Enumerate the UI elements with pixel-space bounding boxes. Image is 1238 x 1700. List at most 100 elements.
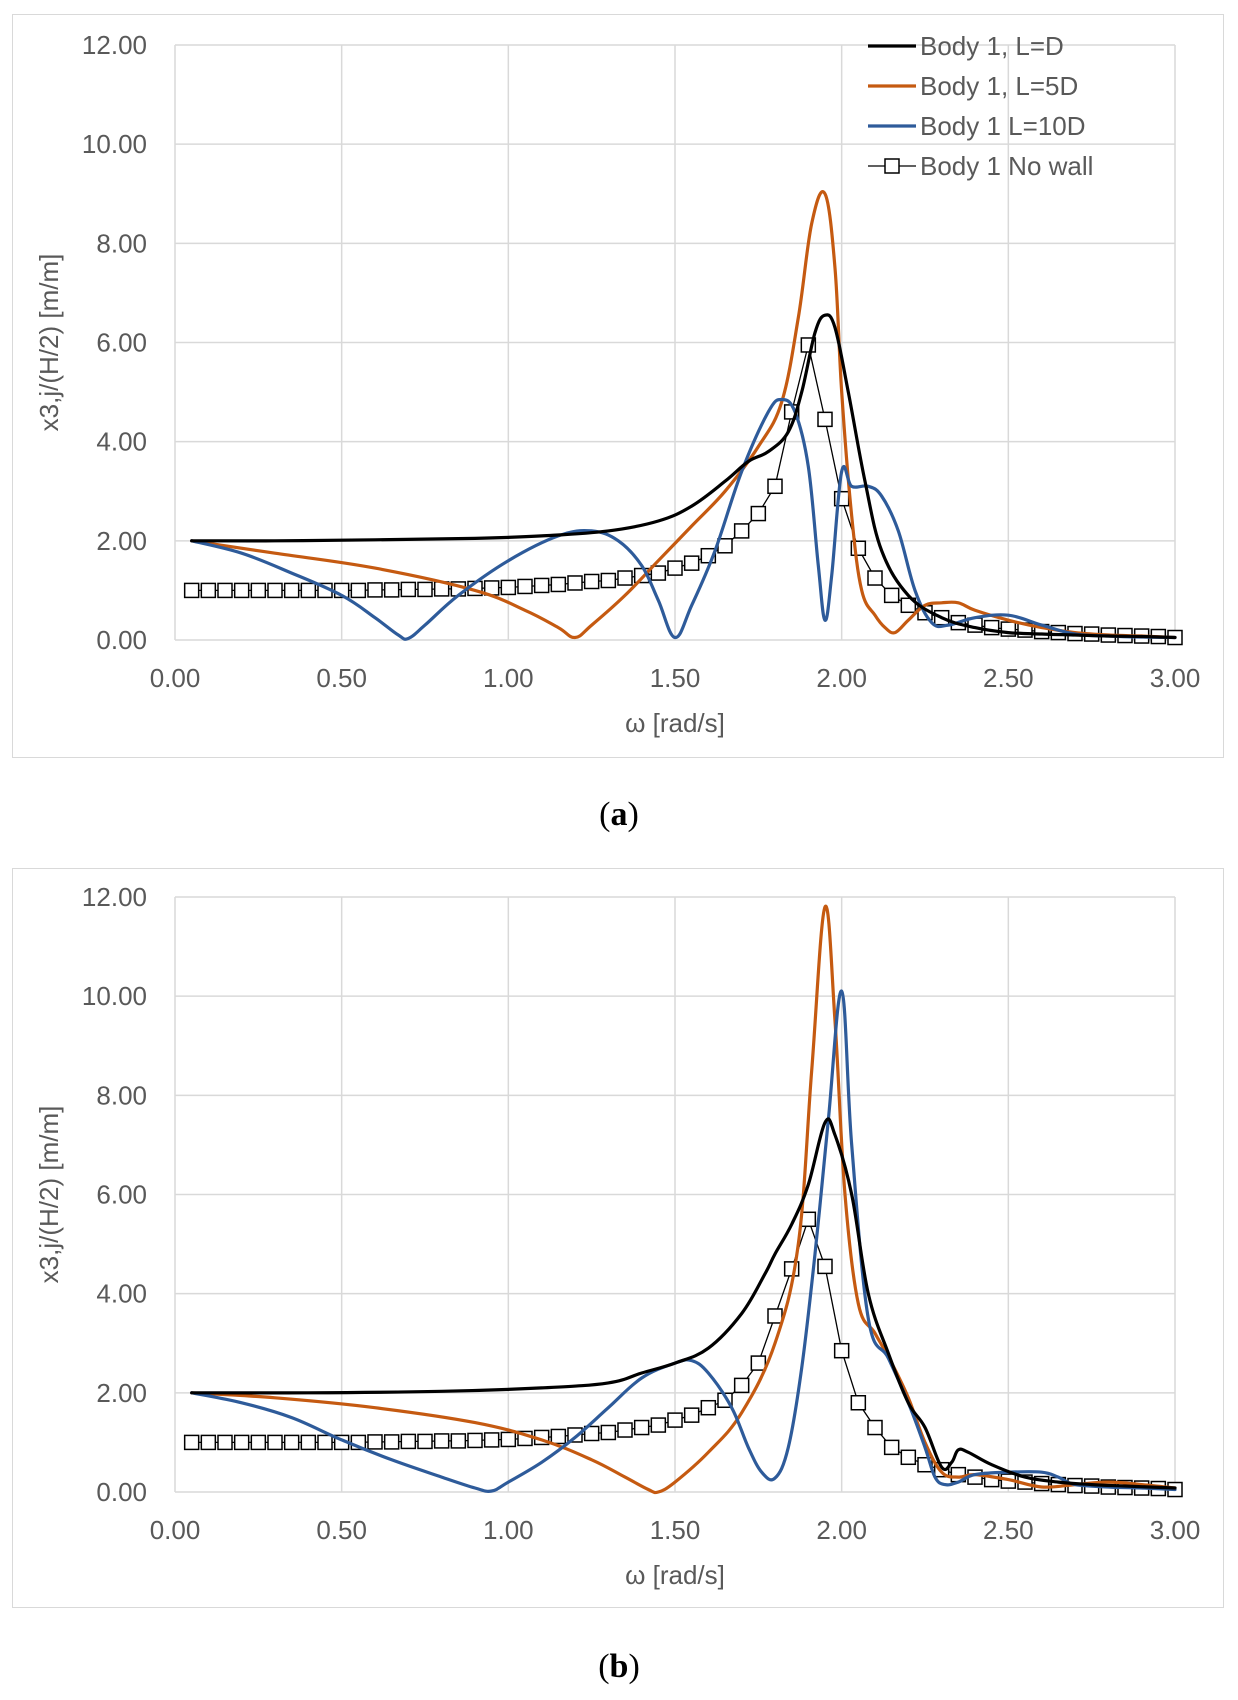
data-point-marker xyxy=(650,565,667,581)
data-point-marker xyxy=(600,572,617,589)
data-point-marker xyxy=(750,1355,767,1371)
data-point-marker xyxy=(867,1419,883,1436)
data-point-marker xyxy=(517,578,533,595)
data-point-marker xyxy=(683,555,700,571)
y-tick-label: 8.00 xyxy=(96,228,147,258)
data-point-marker xyxy=(883,1439,900,1456)
data-point-marker xyxy=(733,523,750,539)
data-point-marker xyxy=(467,1432,483,1449)
data-point-marker xyxy=(383,1434,400,1450)
x-tick-label: 2.50 xyxy=(983,1515,1034,1545)
y-tick-label: 6.00 xyxy=(96,1180,147,1210)
series-line-2 xyxy=(190,397,1177,641)
y-tick-label: 12.00 xyxy=(82,882,147,912)
x-tick-label: 1.50 xyxy=(650,1515,701,1545)
data-point-marker xyxy=(867,570,883,586)
data-point-marker xyxy=(400,581,417,598)
data-point-marker xyxy=(183,582,200,599)
data-point-marker xyxy=(367,582,383,598)
chart-b: 0.00 2.00 4.00 6.00 8.00 10.00 12.00 0.00 0.50 1.… xyxy=(34,882,1201,1590)
x-tick-label: 0.00 xyxy=(150,1515,201,1545)
y-axis-label: x3,j/(H/2) [m/m] xyxy=(34,254,64,432)
data-point-marker xyxy=(383,582,400,598)
data-point-marker xyxy=(600,1424,617,1441)
data-point-marker xyxy=(850,1395,867,1411)
series-line-1 xyxy=(190,904,1177,1495)
x-tick-label: 3.00 xyxy=(1150,663,1201,693)
data-point-marker xyxy=(900,597,917,614)
data-point-marker xyxy=(300,582,317,599)
y-tick-label: 10.00 xyxy=(82,981,147,1011)
data-point-marker xyxy=(250,582,267,599)
data-point-marker xyxy=(883,587,900,604)
data-point-marker xyxy=(767,1308,783,1324)
x-tick-label: 2.00 xyxy=(816,663,867,693)
x-tick-label: 1.00 xyxy=(483,663,534,693)
data-point-marker xyxy=(267,1434,283,1451)
data-point-marker xyxy=(350,582,367,599)
data-point-marker xyxy=(417,581,433,598)
x-tick-label: 3.00 xyxy=(1150,1515,1201,1545)
data-point-marker xyxy=(650,1417,667,1433)
data-point-marker xyxy=(217,1434,233,1451)
y-axis-label: x3,j/(H/2) [m/m] xyxy=(34,1106,64,1284)
y-tick-label: 2.00 xyxy=(96,526,147,556)
x-tick-label: 1.50 xyxy=(650,663,701,693)
legend-label: Body 1, L=5D xyxy=(920,71,1078,101)
data-point-marker xyxy=(667,1412,683,1428)
y-tick-label: 0.00 xyxy=(96,625,147,655)
data-point-marker xyxy=(750,505,767,522)
data-point-marker xyxy=(550,576,567,593)
data-point-marker xyxy=(267,582,283,599)
y-tick-label: 4.00 xyxy=(96,427,147,457)
x-tick-label: 0.50 xyxy=(316,1515,367,1545)
series-line-2 xyxy=(190,989,1177,1493)
data-point-marker xyxy=(417,1433,433,1450)
panel-caption-a: (a) xyxy=(599,796,639,833)
x-tick-label: 0.00 xyxy=(150,663,201,693)
legend-label: Body 1 L=10D xyxy=(920,111,1086,141)
data-point-marker xyxy=(633,1419,650,1436)
x-axis-label: ω [rad/s] xyxy=(625,708,725,738)
x-tick-label: 2.50 xyxy=(983,663,1034,693)
data-point-marker xyxy=(483,1432,500,1448)
y-tick-label: 4.00 xyxy=(96,1279,147,1309)
legend-entry: Body 1, L=5D xyxy=(868,71,1078,101)
x-tick-label: 1.00 xyxy=(483,1515,534,1545)
data-point-marker xyxy=(317,1434,333,1451)
data-point-marker xyxy=(733,1377,750,1394)
data-point-marker xyxy=(767,478,783,495)
data-point-marker xyxy=(200,1434,217,1451)
y-tick-label: 10.00 xyxy=(82,129,147,159)
data-point-marker xyxy=(250,1434,267,1451)
data-point-marker xyxy=(700,1399,717,1416)
series-line-0 xyxy=(190,313,1177,640)
y-tick-label: 2.00 xyxy=(96,1378,147,1408)
data-point-marker xyxy=(800,1211,817,1228)
data-point-marker xyxy=(550,1428,567,1445)
legend-marker xyxy=(884,158,900,174)
chart-a: 0.00 2.00 4.00 6.00 8.00 10.00 12.00 0.00 0.50 1.… xyxy=(34,30,1201,738)
data-point-marker xyxy=(283,1434,300,1451)
data-point-marker xyxy=(617,570,633,586)
data-point-marker xyxy=(367,1434,383,1450)
data-point-marker xyxy=(283,582,300,599)
x-tick-label: 2.00 xyxy=(816,1515,867,1545)
data-point-marker xyxy=(583,573,600,590)
data-point-marker xyxy=(500,1431,517,1448)
data-point-marker xyxy=(833,1342,850,1359)
data-point-marker xyxy=(433,1433,450,1449)
data-point-marker xyxy=(233,1434,250,1451)
legend-label: Body 1, L=D xyxy=(920,31,1064,61)
x-axis-label: ω [rad/s] xyxy=(625,1560,725,1590)
data-point-marker xyxy=(583,1425,600,1442)
data-point-marker xyxy=(200,582,217,599)
data-point-marker xyxy=(683,1407,700,1423)
x-tick-label: 0.50 xyxy=(316,663,367,693)
data-point-marker xyxy=(500,579,517,596)
series-line-0 xyxy=(190,1117,1177,1490)
data-point-marker xyxy=(217,582,233,599)
panel-caption-b: (b) xyxy=(598,1648,640,1685)
data-point-marker xyxy=(183,1434,200,1451)
y-tick-label: 6.00 xyxy=(96,328,147,358)
